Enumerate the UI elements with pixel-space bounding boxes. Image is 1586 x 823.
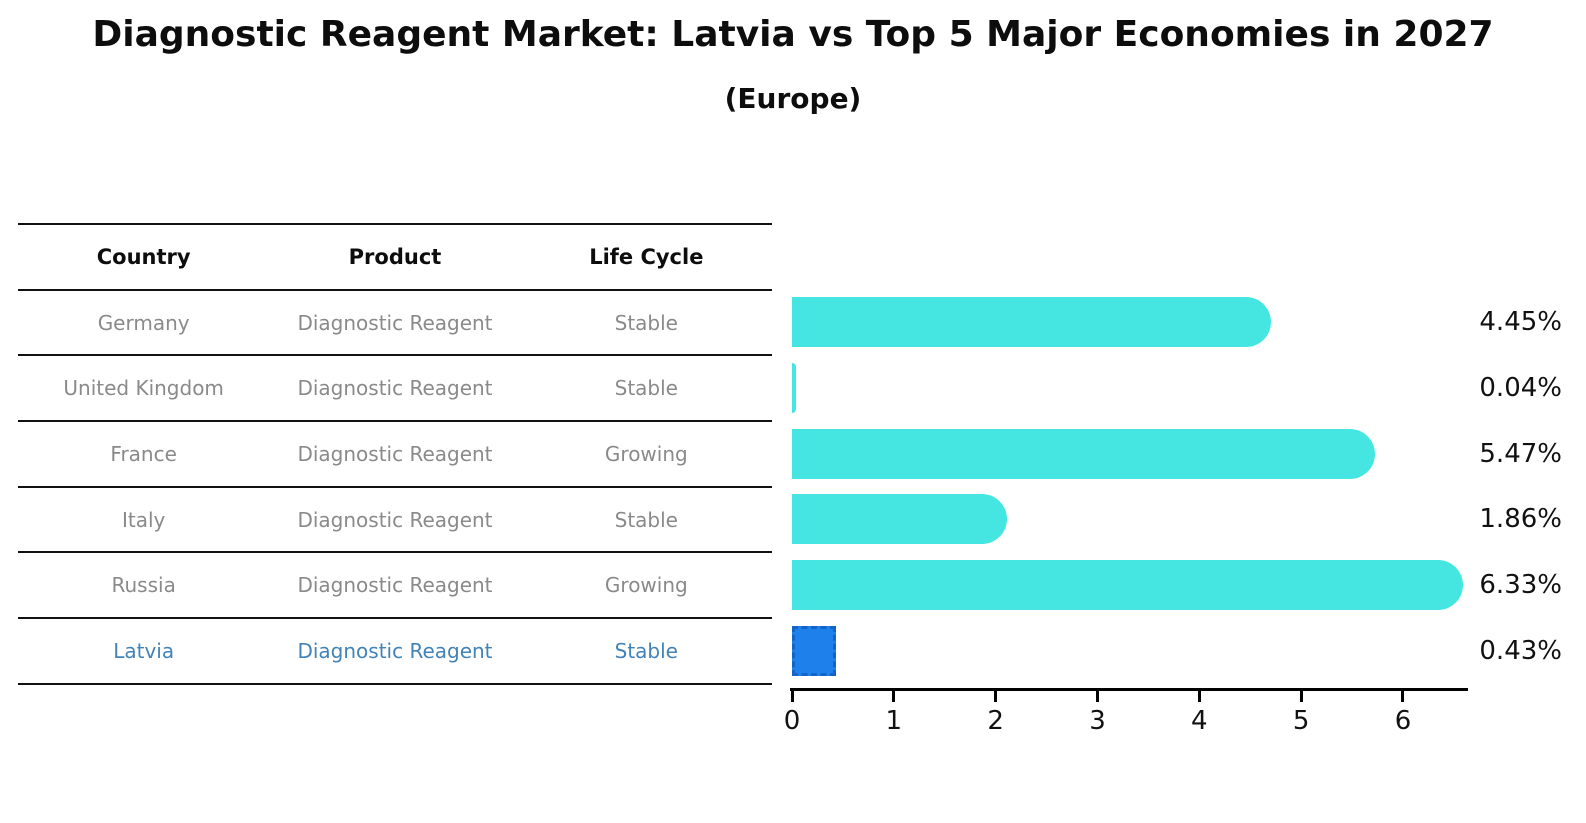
x-axis-tick (1401, 690, 1405, 702)
table-row: Latvia Diagnostic Reagent Stable (18, 619, 772, 685)
table-header-product: Product (348, 244, 442, 269)
bar-russia (792, 559, 1463, 610)
table-header-country: Country (96, 244, 191, 269)
x-axis-tick (994, 690, 998, 702)
bar-united-kingdom (792, 362, 797, 413)
x-axis-tick (892, 690, 896, 702)
x-axis-tick-label: 4 (1191, 706, 1208, 736)
value-label: 0.04% (1479, 372, 1562, 403)
table-cell-country: Latvia (113, 638, 175, 663)
country-table: Country Product Life Cycle Germany Diagno… (18, 223, 772, 685)
x-axis-tick-label: 5 (1292, 706, 1310, 736)
table-row: Germany Diagnostic Reagent Stable (18, 291, 772, 357)
table-body: Germany Diagnostic Reagent Stable United Ki… (18, 291, 772, 685)
value-label: 0.43% (1479, 635, 1562, 666)
table-row: Italy Diagnostic Reagent Stable (18, 488, 772, 554)
table-cell-product: Diagnostic Reagent (297, 376, 493, 401)
table-cell-country: Russia (111, 573, 176, 598)
x-axis-tick (1299, 690, 1303, 702)
table-cell-product: Diagnostic Reagent (297, 441, 493, 466)
x-axis-tick-label: 1 (885, 706, 903, 736)
x-axis-tick (1197, 690, 1201, 702)
table-cell-lifecycle: Growing (604, 441, 688, 466)
bar-germany (792, 297, 1272, 348)
x-axis-tick-label: 6 (1394, 706, 1412, 736)
value-label: 6.33% (1479, 569, 1562, 600)
table-cell-product: Diagnostic Reagent (297, 310, 493, 335)
x-axis-tick-label: 0 (783, 706, 801, 736)
value-label: 5.47% (1479, 438, 1562, 469)
value-label: 1.86% (1479, 504, 1562, 535)
x-axis-tick (790, 690, 794, 702)
value-label: 4.45% (1479, 307, 1562, 338)
chart-title: Diagnostic Reagent Market: Latvia vs Top… (92, 14, 1494, 55)
table-cell-lifecycle: Stable (614, 507, 678, 532)
table-cell-country: United Kingdom (63, 376, 224, 401)
x-axis-tick-label: 3 (1089, 706, 1106, 736)
table-cell-lifecycle: Growing (604, 573, 688, 598)
chart-subtitle: (Europe) (724, 82, 862, 115)
table-header-row: Country Product Life Cycle (18, 225, 772, 291)
table-row: France Diagnostic Reagent Growing (18, 422, 772, 488)
table-header-lifecycle: Life Cycle (589, 244, 704, 269)
table-row: Russia Diagnostic Reagent Growing (18, 553, 772, 620)
table-cell-lifecycle: Stable (614, 310, 678, 335)
table-cell-lifecycle: Stable (614, 638, 678, 663)
bar-france (792, 428, 1375, 479)
bar-highlight-latvia (792, 625, 836, 676)
x-axis-tick-label: 2 (987, 706, 1004, 736)
table-cell-country: Germany (97, 310, 190, 335)
table-cell-product: Diagnostic Reagent (297, 507, 493, 532)
table-cell-product: Diagnostic Reagent (297, 573, 493, 598)
table-row: United Kingdom Diagnostic Reagent Stable (18, 356, 772, 423)
bar-italy (792, 494, 1008, 545)
x-axis-spine (790, 688, 1468, 691)
table-cell-country: France (110, 441, 177, 466)
table-cell-country: Italy (121, 507, 166, 532)
x-axis-tick (1095, 690, 1099, 702)
table-cell-lifecycle: Stable (614, 376, 678, 401)
table-cell-product: Diagnostic Reagent (297, 638, 493, 663)
